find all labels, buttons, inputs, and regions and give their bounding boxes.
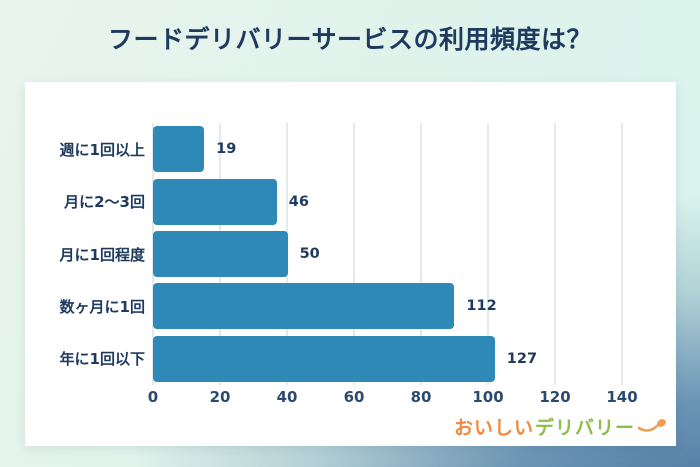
chart-row: 月に2～3回 46 — [25, 175, 676, 227]
bar-track: 50 — [153, 231, 676, 278]
bar — [153, 283, 455, 330]
x-tick-label: 120 — [539, 388, 571, 406]
page-title: フードデリバリーサービスの利用頻度は？ — [107, 25, 592, 54]
x-tick-label: 80 — [410, 388, 432, 406]
gridline — [420, 123, 422, 385]
gridline — [353, 123, 355, 385]
x-tick-label: 20 — [209, 388, 231, 406]
bar-track: 19 — [153, 126, 676, 173]
gridline — [621, 123, 623, 385]
gridline — [487, 123, 489, 385]
value-label: 127 — [506, 350, 538, 367]
logo-text-green: デリバリー — [534, 417, 635, 439]
x-tick-label: 60 — [343, 388, 365, 406]
bar-track: 112 — [153, 283, 676, 330]
x-tick-label: 0 — [147, 388, 159, 406]
value-label: 19 — [216, 141, 237, 158]
x-tick-label: 40 — [276, 388, 298, 406]
gridline — [554, 123, 556, 385]
chart-row: 数ヶ月に1回 112 — [25, 280, 676, 332]
x-tick-label: 140 — [606, 388, 638, 406]
bar-track: 127 — [153, 335, 676, 382]
value-label: 112 — [466, 298, 497, 315]
x-axis: 0 20 40 60 80 100 120 140 — [148, 388, 638, 410]
bar — [153, 126, 205, 173]
chart-row: 月に1回程度 50 — [25, 228, 676, 280]
bar — [153, 178, 277, 225]
value-label: 50 — [299, 246, 320, 263]
category-label: 月に2～3回 — [64, 193, 145, 212]
logo-text-orange: おいしい — [453, 417, 534, 439]
bar — [153, 231, 288, 278]
bar-chart: 週に1回以上 19 月に2～3回 46 月に1回程度 50 数ヶ月に1回 112 年に1回以下 1… — [25, 123, 676, 385]
brand-logo: おいしい デリバリー — [454, 413, 668, 440]
chart-row: 年に1回以下 127 — [25, 333, 676, 385]
category-label: 年に1回以下 — [59, 350, 145, 369]
category-label: 週に1回以上 — [59, 140, 145, 159]
bar — [153, 335, 495, 382]
chart-row: 週に1回以上 19 — [25, 123, 676, 175]
spoon-icon — [637, 416, 668, 438]
chart-card: 週に1回以上 19 月に2～3回 46 月に1回程度 50 数ヶ月に1回 112 年に1回以下 1… — [25, 82, 676, 446]
value-label: 46 — [288, 193, 309, 210]
category-label: 数ヶ月に1回 — [59, 297, 145, 316]
bar-track: 46 — [153, 178, 676, 225]
category-label: 月に1回程度 — [59, 245, 145, 264]
x-tick-label: 100 — [472, 388, 504, 406]
